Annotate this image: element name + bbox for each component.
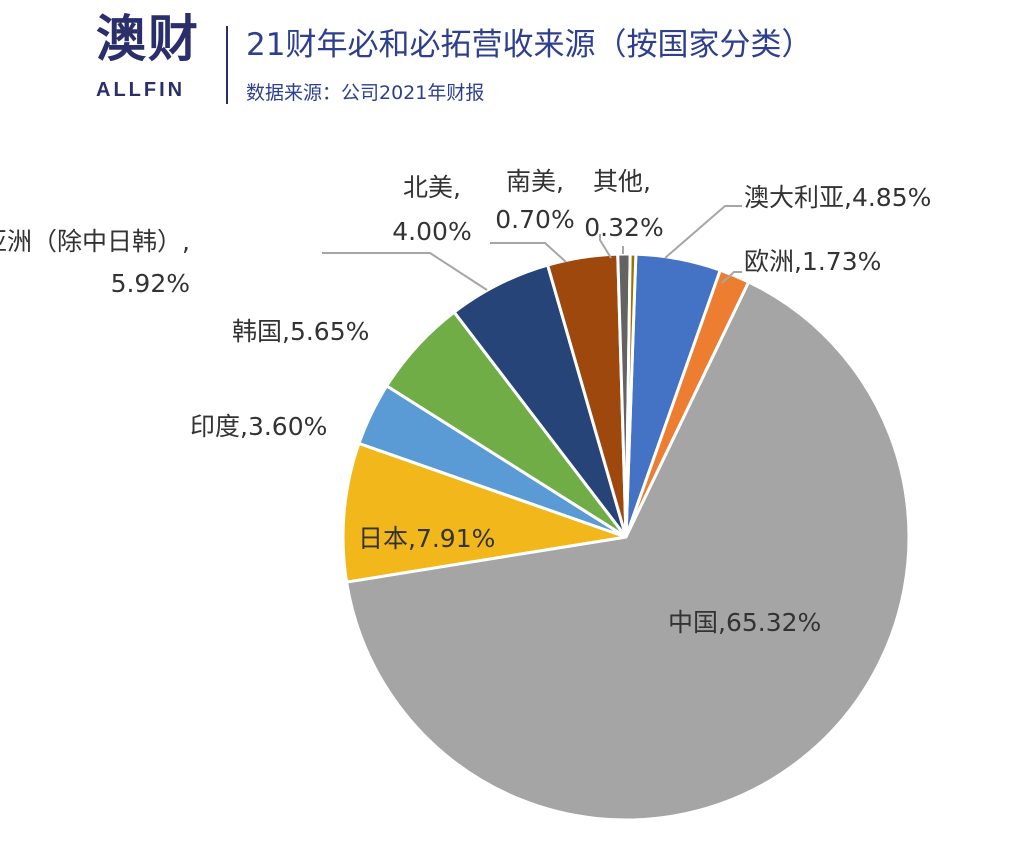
leader-line-1: [664, 205, 742, 259]
leader-lines: [322, 205, 742, 291]
slice-label-6: 韩国,5.65%: [232, 317, 369, 346]
slice-label-name-7: 亚洲（除中日韩）,: [0, 227, 190, 256]
leader-line-9: [599, 234, 612, 259]
slice-label-name-8: 北美,: [403, 173, 461, 202]
logo-text-en: ALLFIN: [96, 79, 186, 101]
header: 澳财 ALLFIN 21财年必和必拓营收来源（按国家分类） 数据来源：公司202…: [0, 0, 1024, 120]
header-divider: [226, 26, 228, 104]
pie-slices: [341, 252, 911, 822]
slice-label-value-10: 0.32%: [584, 213, 663, 242]
logo-text-cn: 澳财: [96, 10, 200, 68]
slice-label-3: 中国,65.32%: [668, 608, 821, 637]
leader-line-8: [490, 242, 567, 263]
slice-label-value-7: 5.92%: [111, 269, 190, 298]
slice-label-name-9: 南美,: [506, 167, 564, 196]
slice-label-2: 欧洲,1.73%: [744, 247, 881, 276]
slice-label-5: 印度,3.60%: [190, 412, 327, 441]
pie-slice-4: [341, 441, 627, 584]
slice-label-value-9: 0.70%: [495, 205, 574, 234]
chart-subtitle: 数据来源：公司2021年财报: [246, 82, 485, 104]
pie-slice-3: [344, 279, 911, 822]
chart-title: 21财年必和必拓营收来源（按国家分类）: [246, 27, 813, 63]
leader-line-2: [721, 271, 742, 284]
slice-label-4: 日本,7.91%: [358, 524, 495, 553]
pie-slice-10: [624, 252, 638, 538]
slice-label-1: 澳大利亚,4.85%: [744, 183, 931, 212]
slice-label-name-10: 其他,: [593, 167, 651, 196]
slice-labels: 澳大利亚,4.85% 欧洲,1.73% 中国,65.32% 日本,7.91% 印度,3.…: [0, 167, 931, 637]
leader-line-7: [322, 252, 488, 291]
slice-label-value-8: 4.00%: [392, 217, 471, 246]
